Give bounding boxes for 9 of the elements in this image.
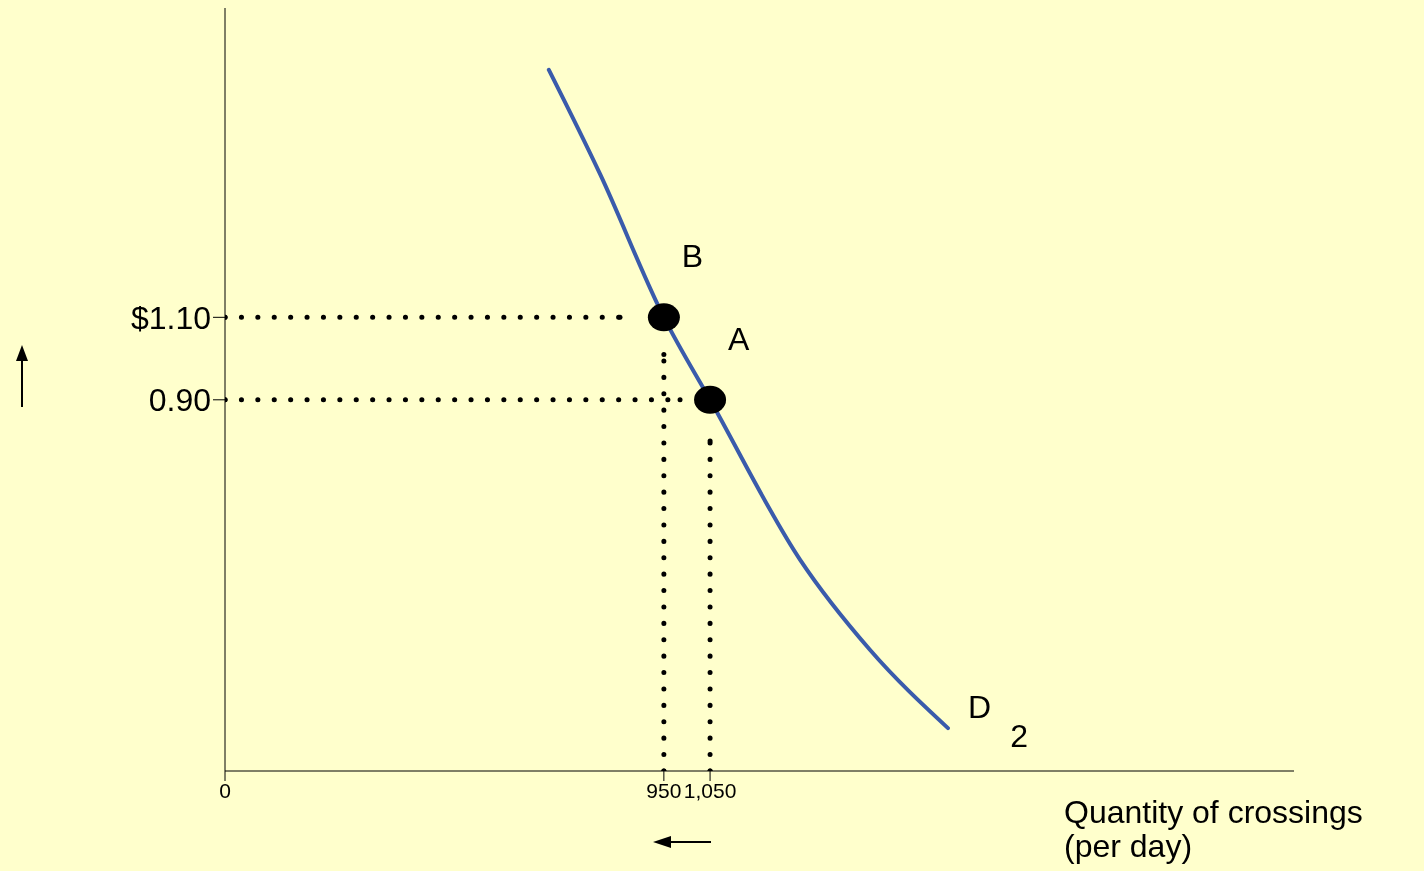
annotation: B <box>681 238 704 275</box>
y-tick-label: $1.10 <box>130 299 211 336</box>
x-axis-title: Quantity of crossings (per day) <box>1064 794 1364 864</box>
line-series <box>546 67 950 731</box>
y-tick-label: 0.90 <box>148 382 211 419</box>
x-tick-label: 0 <box>219 778 231 802</box>
annotation: A <box>728 320 751 357</box>
x-tick-label: 1,050 <box>683 778 737 802</box>
x-tick-label: 950 <box>646 778 682 802</box>
